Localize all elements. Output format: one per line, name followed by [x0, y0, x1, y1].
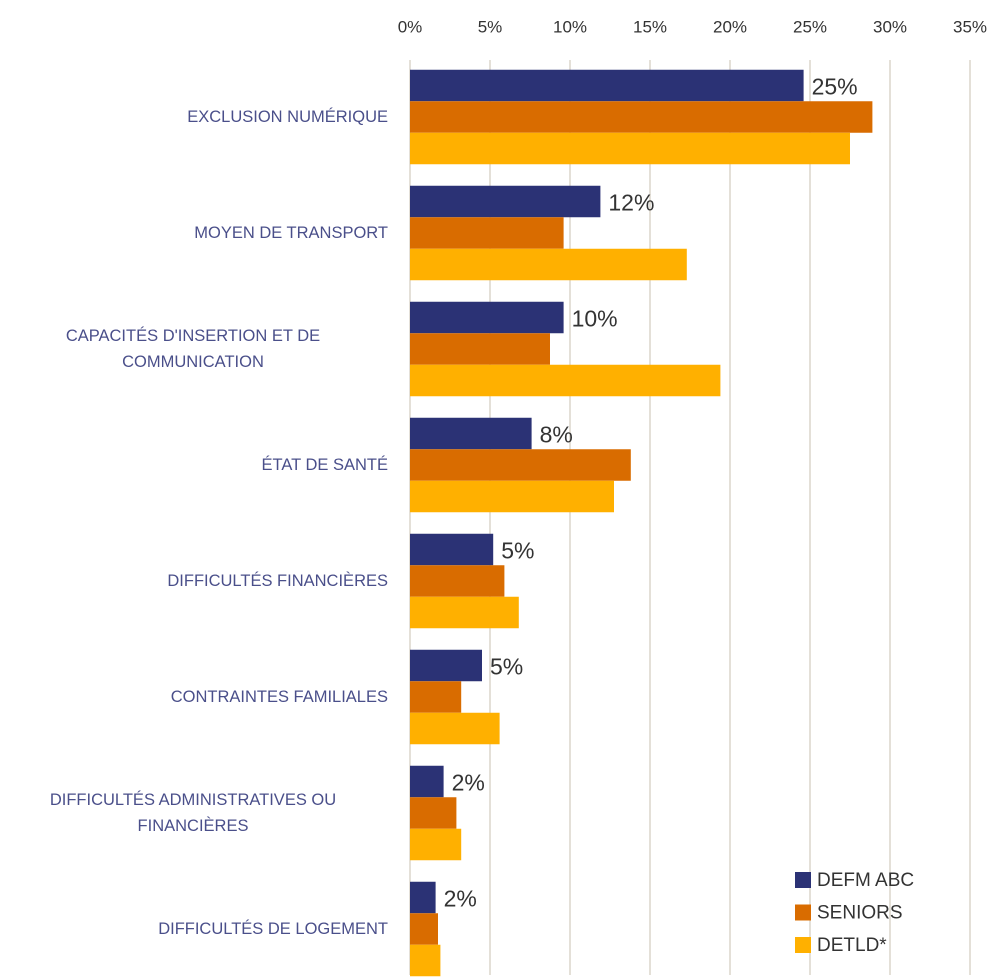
x-tick-label: 35% — [953, 17, 987, 36]
category-label-box: DIFFICULTÉS DE LOGEMENT — [0, 889, 388, 969]
bar — [410, 881, 436, 914]
category-label-box: CAPACITÉS D'INSERTION ET DE COMMUNICATIO… — [0, 309, 388, 389]
y-tick-label: EXCLUSION NUMÉRIQUE — [187, 108, 388, 126]
x-tick-label: 25% — [793, 17, 827, 36]
legend-swatch — [795, 904, 811, 921]
x-tick-label: 10% — [553, 17, 587, 36]
x-tick-label: 30% — [873, 17, 907, 36]
bar — [410, 765, 444, 798]
bar — [410, 944, 441, 977]
data-label: 5% — [490, 654, 523, 680]
bar — [410, 533, 494, 566]
category-label-box: CONTRAINTES FAMILIALES — [0, 657, 388, 737]
category-label-box: EXCLUSION NUMÉRIQUE — [0, 77, 388, 157]
bar — [410, 913, 438, 945]
bar — [410, 797, 457, 829]
bar — [410, 69, 804, 102]
bar — [410, 301, 564, 334]
legend-swatch — [795, 872, 811, 888]
bar — [410, 185, 601, 218]
legend-label: SENIORS — [817, 903, 903, 924]
bar — [410, 101, 873, 133]
data-label: 2% — [444, 886, 477, 912]
y-tick-label: ÉTAT DE SANTÉ — [261, 456, 388, 474]
bar — [410, 565, 505, 597]
bar — [410, 828, 462, 861]
y-tick-label: DIFFICULTÉS FINANCIÈRES — [167, 572, 388, 590]
y-tick-label: DIFFICULTÉS DE LOGEMENT — [158, 920, 388, 938]
x-tick-label: 15% — [633, 17, 667, 36]
data-label: 5% — [501, 538, 534, 564]
legend-label: DETLD* — [817, 935, 887, 956]
category-label-box: MOYEN DE TRANSPORT — [0, 193, 388, 273]
x-tick-label: 20% — [713, 17, 747, 36]
legend-swatch — [795, 937, 811, 953]
bar — [410, 248, 687, 281]
x-tick-label: 0% — [398, 17, 423, 36]
bar — [410, 480, 614, 513]
data-label: 10% — [572, 306, 618, 332]
y-tick-label: CONTRAINTES FAMILIALES — [170, 688, 388, 706]
category-label-box: DIFFICULTÉS FINANCIÈRES — [0, 541, 388, 621]
category-label-box: ÉTAT DE SANTÉ — [0, 425, 388, 505]
legend-label: DEFM ABC — [817, 870, 914, 891]
bar — [410, 333, 550, 365]
bar — [410, 217, 564, 249]
data-label: 25% — [812, 74, 858, 100]
bar — [410, 649, 482, 682]
x-tick-label: 5% — [478, 17, 503, 36]
y-tick-label: DIFFICULTÉS ADMINISTRATIVES OU FINANCIÈR… — [49, 791, 337, 835]
bar — [410, 417, 532, 450]
bar — [410, 132, 850, 165]
bar — [410, 449, 631, 481]
data-label: 2% — [452, 770, 485, 796]
data-label: 8% — [540, 422, 573, 448]
category-label-box: DIFFICULTÉS ADMINISTRATIVES OU FINANCIÈR… — [0, 773, 388, 853]
data-label: 12% — [608, 190, 654, 216]
bar — [410, 681, 462, 713]
y-tick-label: CAPACITÉS D'INSERTION ET DE COMMUNICATIO… — [65, 327, 321, 371]
bar — [410, 364, 721, 397]
bar — [410, 712, 500, 745]
bar — [410, 596, 519, 629]
y-tick-label: MOYEN DE TRANSPORT — [194, 224, 388, 242]
